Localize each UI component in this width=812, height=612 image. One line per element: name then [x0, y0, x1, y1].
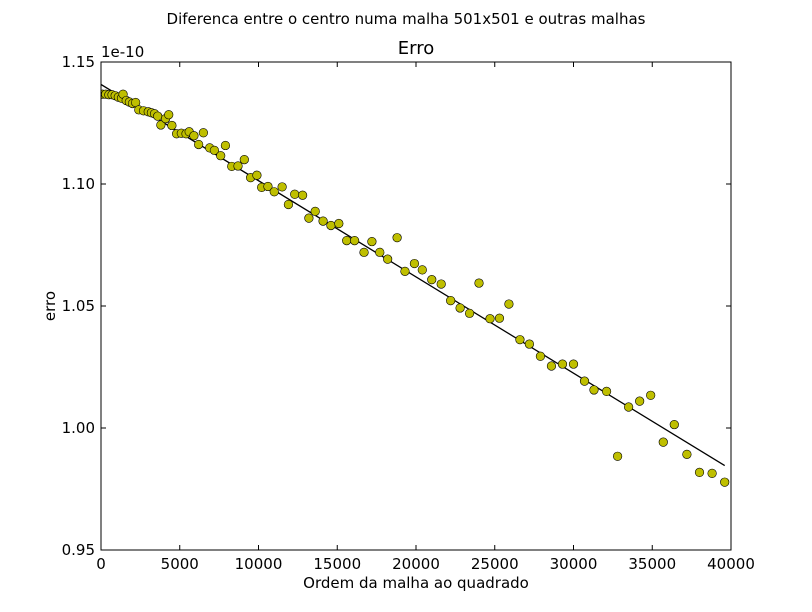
data-point	[233, 161, 243, 171]
data-point	[446, 296, 456, 306]
data-point	[318, 216, 328, 226]
data-point	[383, 254, 393, 264]
data-point	[504, 299, 514, 309]
x-axis-label: Ordem da malha ao quadrado	[303, 574, 529, 592]
data-point	[455, 303, 465, 313]
x-tick-label: 15000	[313, 555, 361, 573]
data-point	[239, 155, 249, 165]
data-point	[290, 189, 300, 199]
data-point	[694, 467, 705, 478]
data-point	[392, 233, 402, 243]
y-tick-label: 0.95	[62, 541, 95, 559]
data-point	[464, 308, 475, 318]
data-point	[400, 266, 410, 276]
y-tick-label: 1.00	[62, 419, 95, 437]
data-point	[546, 361, 557, 371]
data-point	[474, 278, 484, 288]
data-point	[263, 181, 273, 192]
data-point	[359, 247, 369, 257]
x-tick-label: 30000	[550, 555, 598, 573]
data-point	[342, 236, 352, 246]
data-point	[310, 206, 320, 216]
data-point	[198, 128, 208, 138]
data-point	[417, 265, 427, 275]
data-point	[658, 437, 668, 447]
data-point	[524, 339, 535, 349]
data-point	[209, 145, 219, 155]
data-point	[494, 313, 505, 323]
data-point	[409, 258, 420, 269]
data-point	[669, 419, 679, 430]
figure-suptitle: Diferenca entre o centro numa malha 501x…	[167, 10, 646, 28]
data-point	[220, 140, 231, 151]
data-point	[485, 314, 495, 324]
data-point	[367, 236, 377, 247]
data-point	[252, 170, 262, 180]
x-tick-label: 35000	[628, 555, 676, 573]
data-point	[167, 120, 177, 131]
data-point	[557, 359, 568, 369]
data-point	[635, 396, 645, 406]
data-point	[589, 385, 599, 395]
y-tick-label: 1.15	[62, 53, 95, 71]
x-tick-label: 40000	[707, 555, 755, 573]
data-point	[601, 386, 612, 397]
data-point	[375, 247, 385, 257]
y-tick-label: 1.05	[62, 297, 95, 315]
x-tick-label: 5000	[161, 555, 199, 573]
plot-area: 0 5000 10000 15000 20000 25000 30000 35000 40000…	[62, 53, 755, 573]
data-point	[612, 451, 623, 461]
data-point	[682, 449, 692, 459]
x-tick-label: 10000	[235, 555, 283, 573]
data-point	[624, 402, 634, 412]
data-point	[153, 111, 163, 121]
x-tick-label: 0	[96, 555, 106, 573]
x-tick-label: 20000	[392, 555, 440, 573]
data-point	[194, 139, 204, 150]
data-point	[349, 236, 360, 246]
data-point	[707, 468, 717, 478]
data-point	[334, 218, 344, 229]
fit-line	[101, 83, 726, 467]
data-point	[515, 335, 525, 345]
data-point	[427, 275, 437, 285]
data-point	[164, 110, 174, 120]
data-point	[304, 213, 314, 223]
data-point	[269, 187, 279, 197]
y-offset-text: 1e-10	[101, 43, 144, 61]
data-point	[189, 131, 199, 141]
y-tick-label: 1.10	[62, 175, 95, 193]
chart-title: Erro	[398, 38, 434, 59]
data-point	[326, 220, 336, 231]
data-point	[535, 351, 546, 361]
data-point	[579, 376, 590, 386]
data-point	[568, 359, 579, 369]
data-point	[216, 151, 226, 161]
y-axis-label: erro	[41, 291, 59, 321]
data-point	[646, 390, 656, 400]
x-tick-label: 25000	[471, 555, 519, 573]
data-point	[298, 190, 308, 200]
data-point	[283, 199, 294, 210]
data-point	[720, 477, 730, 487]
data-point	[156, 120, 166, 130]
data-point	[277, 182, 287, 192]
data-point	[436, 279, 446, 289]
